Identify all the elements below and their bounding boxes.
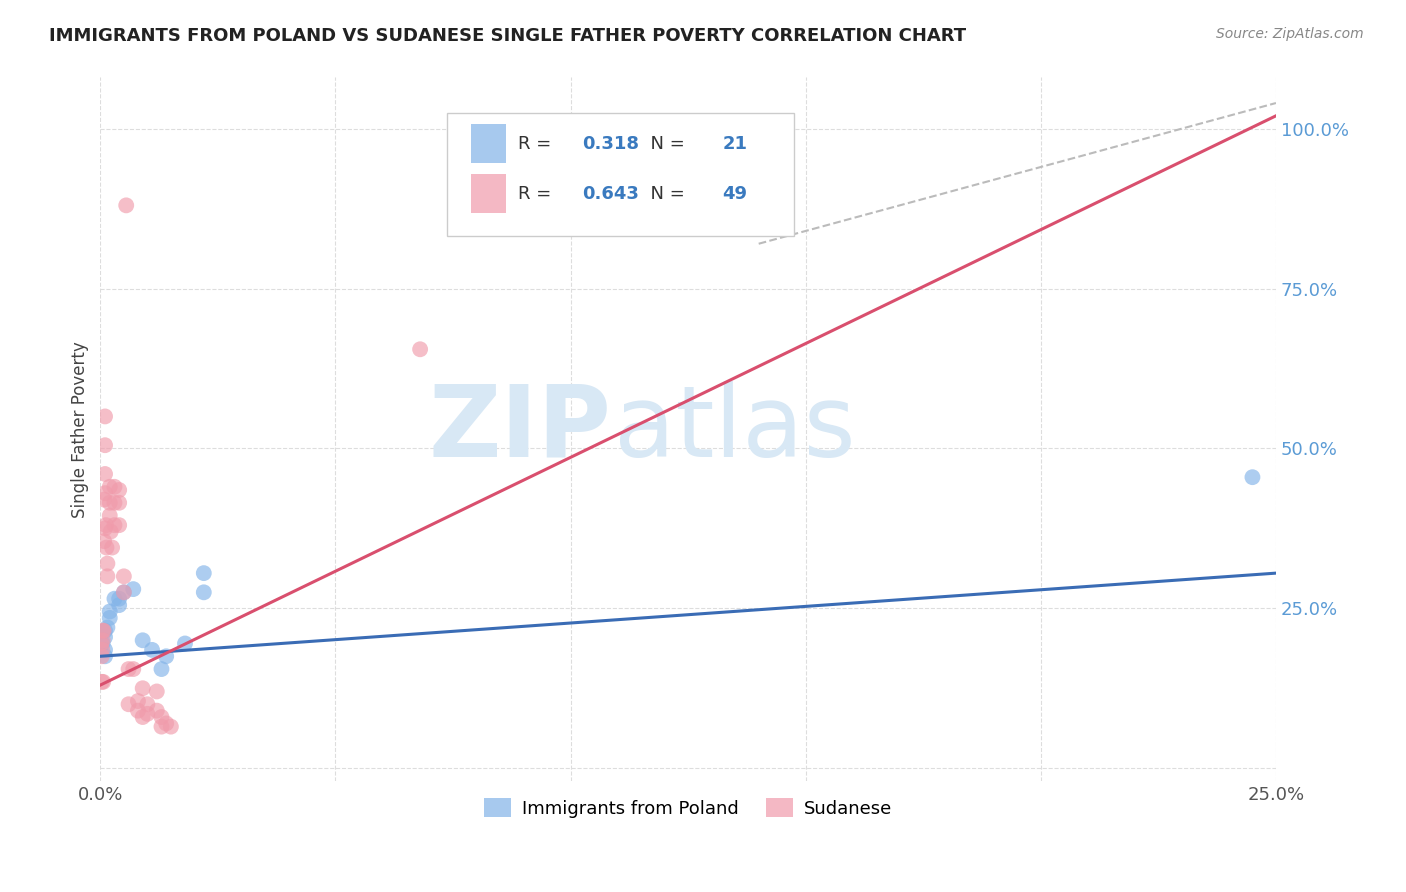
Point xyxy=(91,624,114,638)
Point xyxy=(112,569,135,583)
Point xyxy=(117,662,139,676)
Point xyxy=(127,694,149,708)
Point xyxy=(155,716,177,731)
Point xyxy=(98,611,121,625)
FancyBboxPatch shape xyxy=(471,175,506,213)
Point xyxy=(122,662,145,676)
Point xyxy=(146,684,169,698)
Point xyxy=(136,698,159,712)
Point xyxy=(93,534,115,549)
Point xyxy=(90,649,112,664)
Point xyxy=(90,674,112,689)
Point xyxy=(98,496,121,510)
Point xyxy=(93,624,115,638)
Point xyxy=(108,591,131,606)
Point xyxy=(91,643,114,657)
Point xyxy=(141,643,163,657)
Point xyxy=(136,706,159,721)
Point xyxy=(98,605,121,619)
Y-axis label: Single Father Poverty: Single Father Poverty xyxy=(72,341,89,517)
Point xyxy=(122,582,145,596)
Text: IMMIGRANTS FROM POLAND VS SUDANESE SINGLE FATHER POVERTY CORRELATION CHART: IMMIGRANTS FROM POLAND VS SUDANESE SINGL… xyxy=(49,27,966,45)
Point xyxy=(94,518,117,533)
FancyBboxPatch shape xyxy=(447,112,794,235)
Point xyxy=(101,541,124,555)
Point xyxy=(108,598,131,612)
Point xyxy=(1241,470,1264,484)
Point xyxy=(193,585,215,599)
Point xyxy=(117,698,139,712)
Text: atlas: atlas xyxy=(614,381,856,478)
Text: N =: N = xyxy=(638,186,690,203)
Point xyxy=(96,557,118,571)
Legend: Immigrants from Poland, Sudanese: Immigrants from Poland, Sudanese xyxy=(477,791,900,825)
Point xyxy=(91,633,114,648)
Point xyxy=(94,521,117,535)
Point xyxy=(94,630,117,644)
Point xyxy=(131,681,153,696)
Point xyxy=(155,649,177,664)
Point xyxy=(93,492,115,507)
Point xyxy=(94,649,117,664)
Point xyxy=(91,636,114,650)
Point xyxy=(98,508,121,523)
Point xyxy=(112,585,135,599)
Text: N =: N = xyxy=(638,135,690,153)
Point xyxy=(112,585,135,599)
Text: R =: R = xyxy=(517,135,557,153)
Point xyxy=(94,486,117,500)
Point xyxy=(108,483,131,497)
Point xyxy=(409,343,432,357)
Text: ZIP: ZIP xyxy=(429,381,612,478)
Point xyxy=(103,480,125,494)
Point xyxy=(150,662,173,676)
Point xyxy=(108,496,131,510)
Point xyxy=(94,409,117,424)
Point xyxy=(108,518,131,533)
Point xyxy=(91,674,114,689)
Point xyxy=(160,720,183,734)
Point xyxy=(174,636,197,650)
Point xyxy=(100,524,122,539)
Point xyxy=(131,710,153,724)
Point xyxy=(193,566,215,581)
Text: 21: 21 xyxy=(723,135,747,153)
Point xyxy=(96,541,118,555)
Point xyxy=(103,591,125,606)
Text: Source: ZipAtlas.com: Source: ZipAtlas.com xyxy=(1216,27,1364,41)
Point xyxy=(146,704,169,718)
Text: 49: 49 xyxy=(723,186,747,203)
Point xyxy=(94,438,117,452)
Point xyxy=(94,467,117,481)
Point xyxy=(98,480,121,494)
Point xyxy=(96,569,118,583)
Point xyxy=(96,620,118,634)
Point xyxy=(94,624,117,638)
Point xyxy=(150,720,173,734)
Point xyxy=(90,636,112,650)
Point xyxy=(94,643,117,657)
Point xyxy=(103,518,125,533)
Point xyxy=(150,710,173,724)
FancyBboxPatch shape xyxy=(471,124,506,163)
Point xyxy=(115,198,138,212)
Text: R =: R = xyxy=(517,186,557,203)
Text: 0.643: 0.643 xyxy=(582,186,640,203)
Text: 0.318: 0.318 xyxy=(582,135,640,153)
Point xyxy=(127,704,149,718)
Point xyxy=(131,633,153,648)
Point xyxy=(103,496,125,510)
